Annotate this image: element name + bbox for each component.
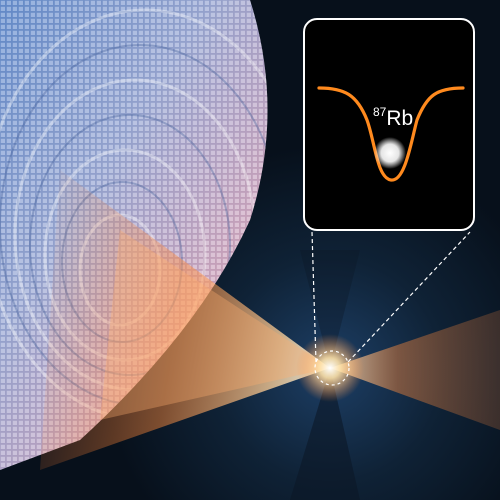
laser-beam-left bbox=[40, 170, 330, 470]
beam-focus bbox=[296, 334, 364, 402]
atom-label: 87Rb bbox=[373, 105, 414, 130]
atom-icon bbox=[374, 137, 406, 169]
isotope-mass-number: 87 bbox=[373, 105, 387, 119]
inset-panel: 87Rb bbox=[303, 18, 475, 231]
element-symbol: Rb bbox=[386, 107, 414, 130]
trap-inset-artwork bbox=[317, 86, 465, 182]
zoom-leader-left bbox=[311, 231, 317, 363]
zoom-circle bbox=[314, 350, 350, 386]
trap-potential-curve-icon bbox=[317, 86, 465, 182]
laser-beam-right bbox=[330, 310, 500, 430]
zoom-leader-right bbox=[347, 231, 471, 363]
